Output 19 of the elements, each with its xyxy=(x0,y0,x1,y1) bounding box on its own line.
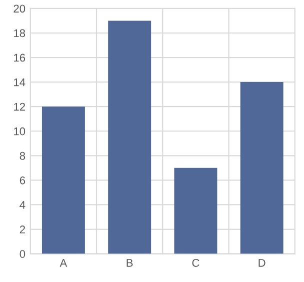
y-tick-label: 10 xyxy=(14,127,26,136)
bar xyxy=(108,20,152,254)
y-tick-label: 0 xyxy=(20,250,26,258)
y-tick-label: 18 xyxy=(14,29,26,38)
y-tick-label: 12 xyxy=(14,102,25,111)
x-tick-label: D xyxy=(258,259,266,267)
x-tick-label: C xyxy=(192,258,200,267)
x-tick-label: A xyxy=(60,259,68,267)
bar xyxy=(240,82,284,254)
y-tick-label: 2 xyxy=(20,226,25,234)
bar xyxy=(174,168,218,254)
y-tick-label: 8 xyxy=(20,152,26,160)
y-tick-label: 4 xyxy=(20,201,26,209)
y-tick-label: 20 xyxy=(14,4,26,13)
y-tick-label: 14 xyxy=(14,78,26,86)
y-tick-label: 6 xyxy=(20,176,26,184)
y-tick-label: 16 xyxy=(14,54,26,62)
bar xyxy=(42,106,85,254)
x-tick-label: B xyxy=(126,259,133,267)
